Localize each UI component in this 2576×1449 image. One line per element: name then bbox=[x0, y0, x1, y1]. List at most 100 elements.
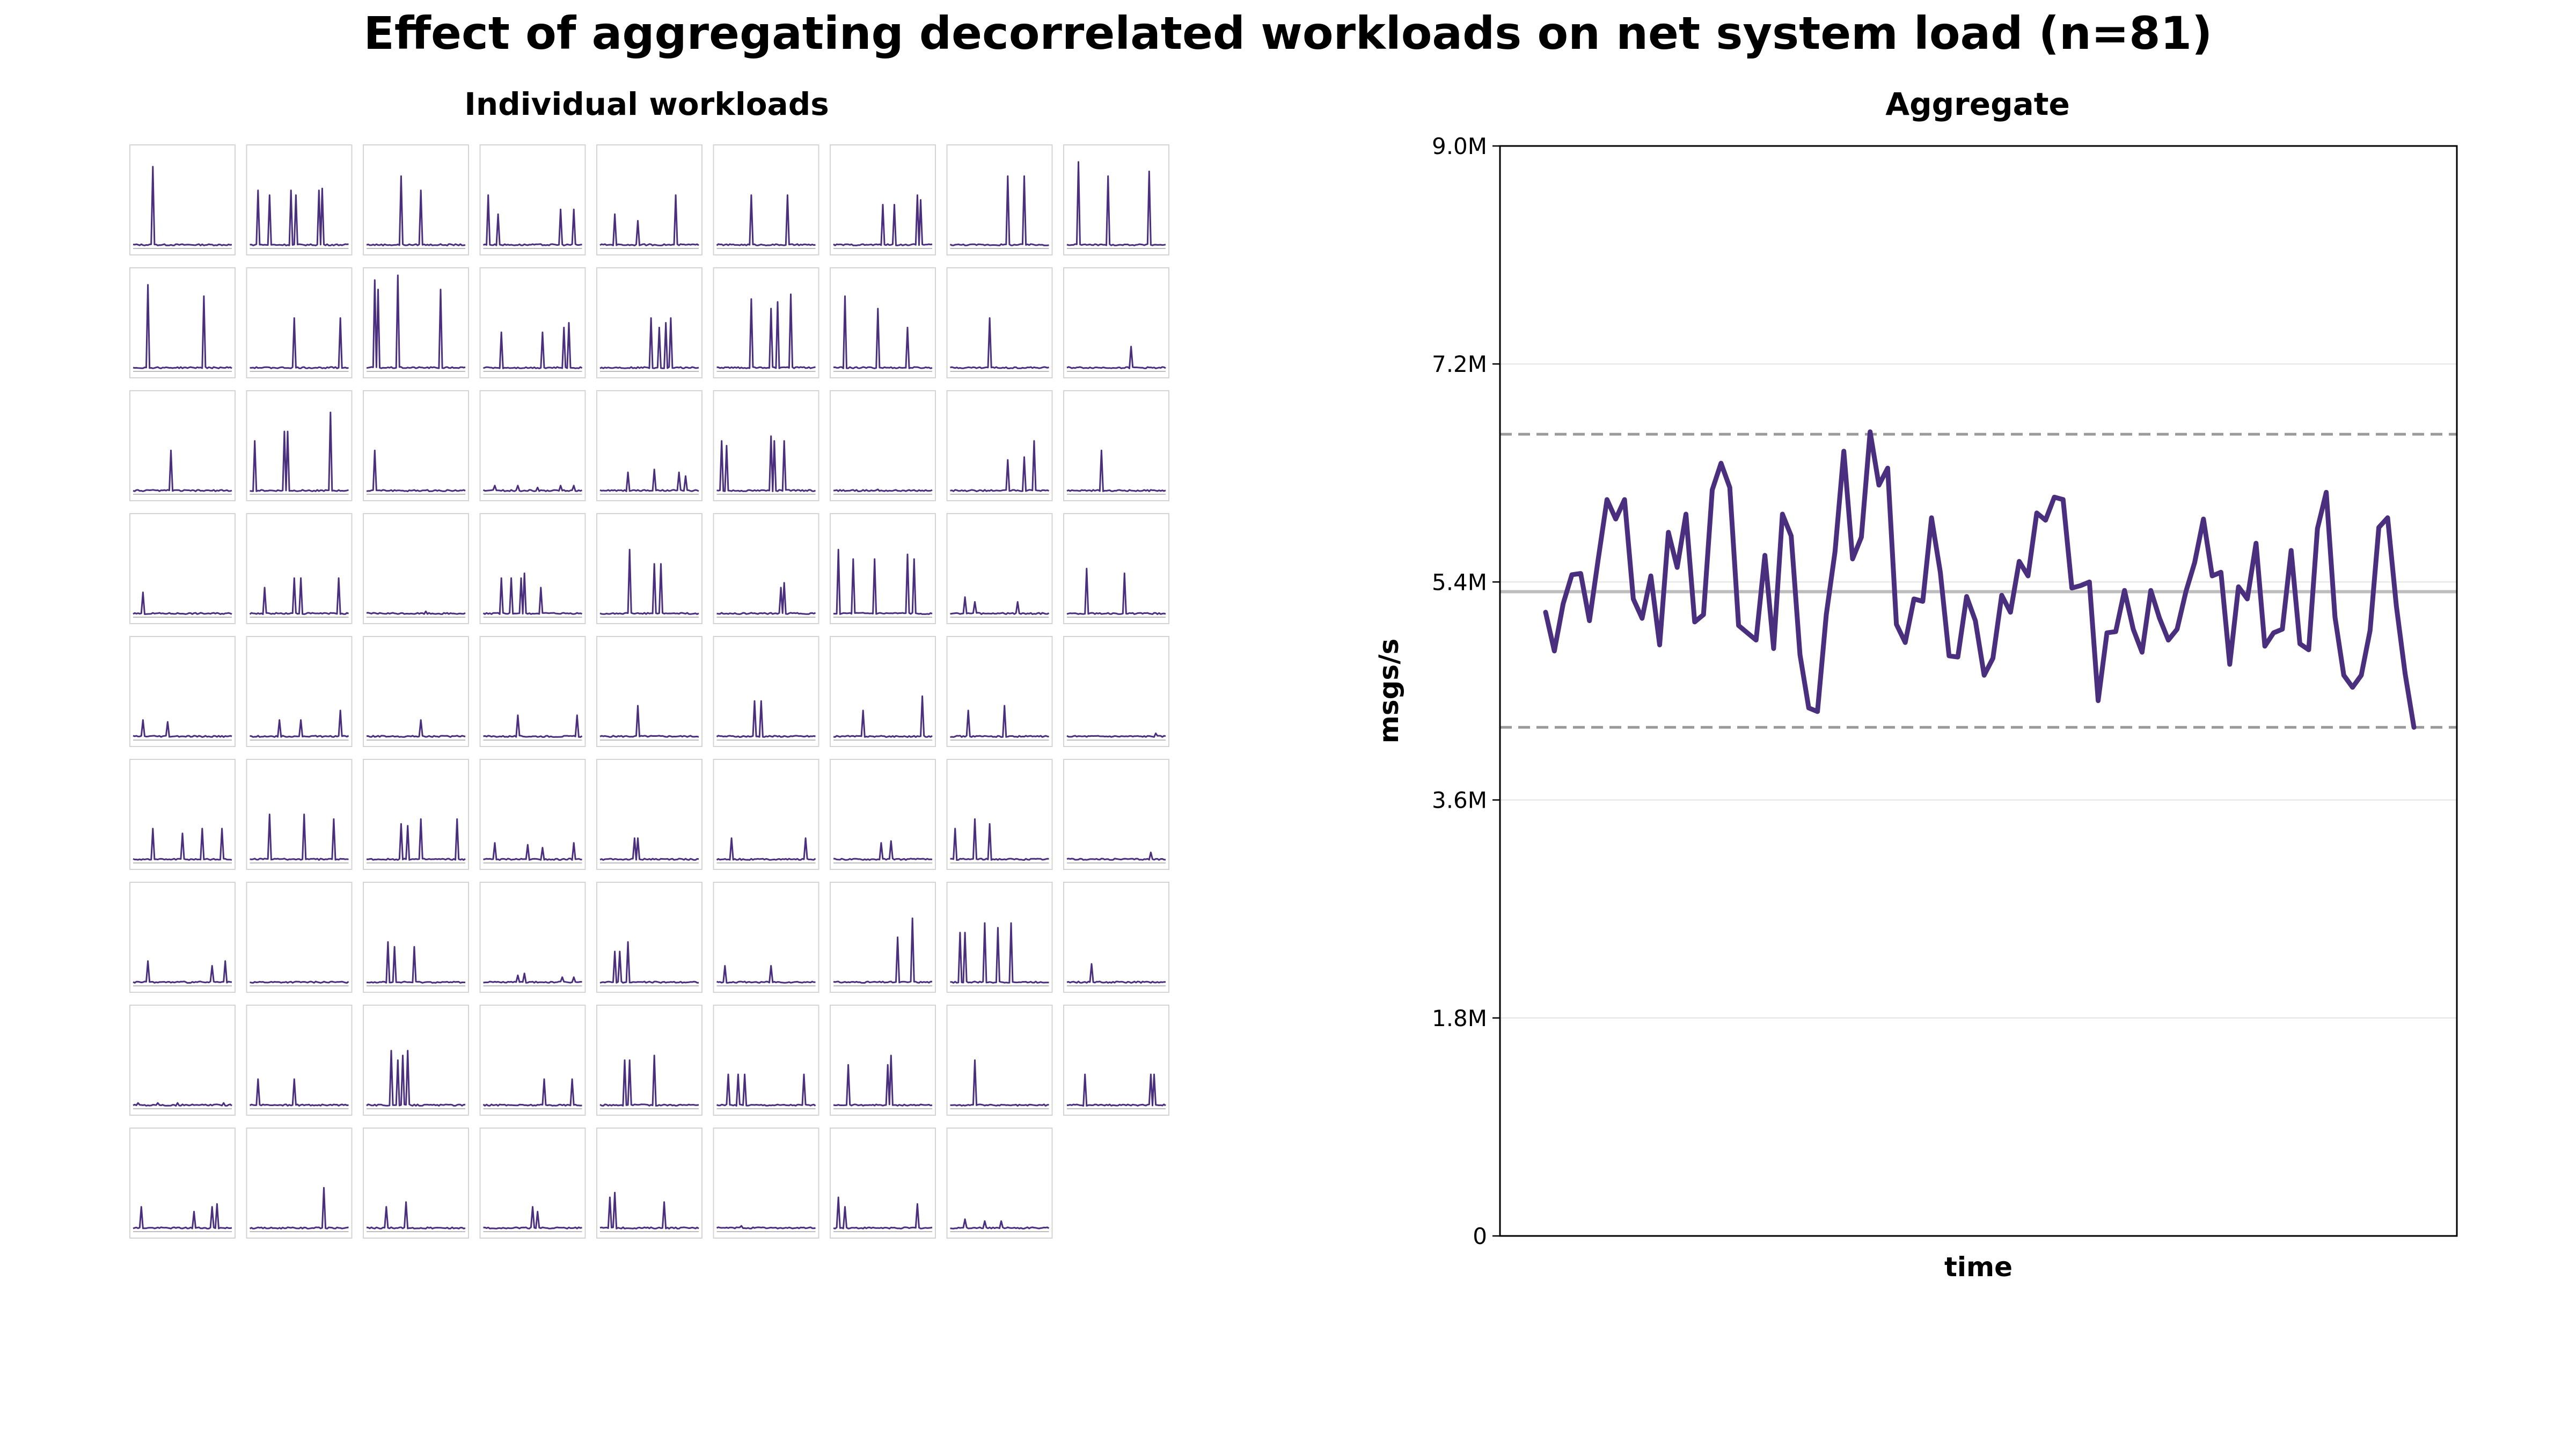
workload-line bbox=[1066, 449, 1166, 492]
workload-panel bbox=[363, 1005, 469, 1116]
workload-panel bbox=[246, 1128, 353, 1239]
workload-line bbox=[950, 922, 1049, 984]
panel-frame bbox=[946, 759, 1053, 870]
y-tick-label: 3.6M bbox=[1432, 787, 1487, 814]
y-tick-label: 9.0M bbox=[1432, 133, 1487, 159]
panel-frame bbox=[946, 144, 1053, 255]
workload-line bbox=[833, 194, 933, 246]
workload-panel bbox=[363, 759, 469, 870]
panel-frame bbox=[363, 267, 469, 378]
workload-line bbox=[833, 917, 932, 984]
panel-frame bbox=[830, 759, 936, 870]
workload-panel bbox=[596, 390, 702, 501]
workload-line bbox=[250, 709, 349, 738]
panel-frame bbox=[363, 759, 469, 870]
workload-line bbox=[1066, 1073, 1166, 1107]
workload-line bbox=[133, 284, 232, 369]
panel-frame bbox=[713, 267, 819, 378]
panel-frame bbox=[129, 144, 236, 255]
plot-frame bbox=[1499, 145, 2458, 1237]
workload-panel bbox=[713, 390, 819, 501]
y-axis-label: msgs/s bbox=[1373, 639, 1404, 743]
workload-panel bbox=[946, 759, 1053, 870]
panel-frame bbox=[1063, 882, 1169, 993]
panel-frame bbox=[363, 390, 469, 501]
workload-line bbox=[249, 1078, 349, 1107]
panel-frame bbox=[1063, 759, 1169, 870]
workload-line bbox=[950, 596, 1050, 615]
panel-frame bbox=[479, 1005, 586, 1116]
workload-panel bbox=[596, 513, 702, 624]
workload-panel bbox=[129, 759, 236, 870]
panel-frame bbox=[946, 1005, 1053, 1116]
workload-line bbox=[1066, 568, 1166, 615]
workload-line bbox=[833, 840, 933, 861]
workload-line bbox=[366, 610, 466, 615]
workload-panel bbox=[596, 759, 702, 870]
workload-line bbox=[483, 842, 582, 861]
workload-panel bbox=[129, 882, 236, 993]
workload-panel bbox=[596, 144, 702, 255]
x-axis-label: time bbox=[1944, 1252, 2012, 1283]
panel-frame bbox=[479, 513, 586, 624]
workload-line bbox=[599, 317, 699, 369]
workload-line bbox=[833, 548, 933, 615]
workload-line bbox=[599, 194, 699, 246]
workload-line bbox=[716, 435, 816, 492]
workload-panel bbox=[363, 267, 469, 378]
aggregate-title: Aggregate bbox=[1885, 86, 2070, 122]
workload-line bbox=[483, 714, 583, 738]
panel-frame bbox=[129, 1005, 236, 1116]
workload-panel bbox=[246, 513, 353, 624]
workload-line bbox=[366, 1201, 466, 1230]
panel-frame bbox=[1063, 267, 1169, 378]
workload-line bbox=[249, 1187, 349, 1230]
workload-panel bbox=[830, 144, 936, 255]
workload-panel bbox=[830, 513, 936, 624]
workload-panel bbox=[946, 1128, 1053, 1239]
workload-panel bbox=[363, 390, 469, 501]
workload-line bbox=[133, 166, 232, 246]
panel-frame bbox=[713, 882, 819, 993]
workload-panel bbox=[129, 267, 236, 378]
workload-line bbox=[599, 469, 699, 492]
workload-panel bbox=[479, 144, 586, 255]
panel-frame bbox=[363, 1005, 469, 1116]
workload-panel bbox=[830, 1128, 936, 1239]
panel-frame bbox=[479, 759, 586, 870]
panel-frame bbox=[713, 513, 819, 624]
workload-line bbox=[250, 412, 349, 492]
workload-line bbox=[833, 695, 933, 738]
panel-frame bbox=[596, 1005, 702, 1116]
panel-frame bbox=[246, 267, 353, 378]
workload-line bbox=[950, 1218, 1050, 1230]
panel-frame bbox=[596, 759, 702, 870]
y-tick-label: 5.4M bbox=[1432, 569, 1487, 595]
workload-panel bbox=[1063, 1005, 1169, 1116]
workload-line bbox=[950, 818, 1049, 861]
workload-panel bbox=[129, 1128, 236, 1239]
panel-frame bbox=[363, 1128, 469, 1239]
workload-panel bbox=[713, 513, 819, 624]
panel-frame bbox=[479, 390, 586, 501]
workload-panel bbox=[596, 267, 702, 378]
workload-panel bbox=[1063, 513, 1169, 624]
workload-line bbox=[833, 488, 933, 492]
workload-line bbox=[1066, 161, 1166, 246]
workload-line bbox=[133, 449, 232, 492]
workload-panel bbox=[596, 636, 702, 747]
workload-panel bbox=[946, 144, 1053, 255]
workload-panel bbox=[713, 636, 819, 747]
workload-panel bbox=[246, 636, 353, 747]
panel-frame bbox=[129, 513, 236, 624]
workload-line bbox=[366, 175, 466, 246]
workload-panel bbox=[479, 759, 586, 870]
workload-panel bbox=[363, 1128, 469, 1239]
workload-line bbox=[950, 1059, 1049, 1107]
panel-frame bbox=[246, 1005, 353, 1116]
y-tick-label: 1.8M bbox=[1432, 1005, 1487, 1031]
workload-panel bbox=[129, 636, 236, 747]
workload-line bbox=[950, 317, 1049, 369]
workload-line bbox=[949, 175, 1049, 246]
